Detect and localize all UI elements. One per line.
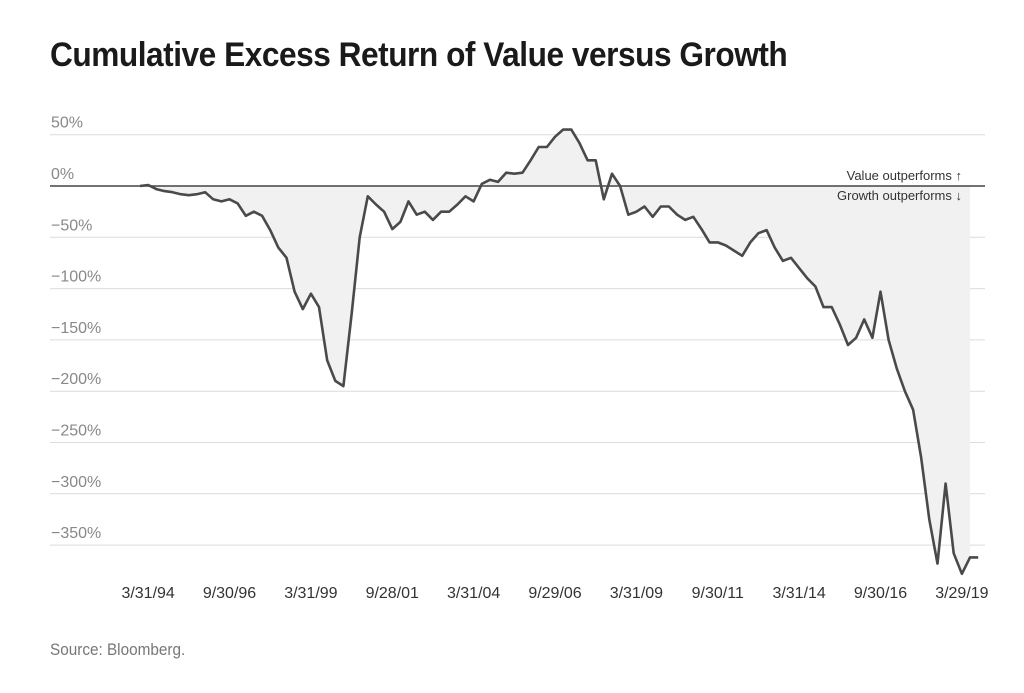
y-axis-ticks: 50% 0% −50% −100% −150% −200% −250% −300% −350% xyxy=(51,115,101,542)
x-tick-label: 9/30/16 xyxy=(854,585,907,602)
x-tick-label: 9/28/01 xyxy=(366,585,419,602)
x-tick-label: 3/31/14 xyxy=(772,585,825,602)
y-tick-label: −50% xyxy=(51,217,92,234)
annotation-value-outperforms: Value outperforms ↑ xyxy=(847,168,962,183)
x-tick-label: 3/31/99 xyxy=(284,585,337,602)
x-tick-label: 9/30/11 xyxy=(692,585,744,602)
chart-title: Cumulative Excess Return of Value versus… xyxy=(50,36,788,74)
x-axis-ticks: 3/31/94 9/30/96 3/31/99 9/28/01 3/31/04 9/29/… xyxy=(121,585,988,602)
y-tick-label: −150% xyxy=(51,320,101,337)
x-tick-label: 3/31/09 xyxy=(610,585,663,602)
x-tick-label: 3/31/94 xyxy=(121,585,174,602)
y-tick-label: −350% xyxy=(51,525,101,542)
x-tick-label: 9/30/96 xyxy=(203,585,256,602)
series-line xyxy=(139,128,979,576)
source-note: Source: Bloomberg. xyxy=(50,640,186,659)
annotation-growth-outperforms: Growth outperforms ↓ xyxy=(837,188,962,203)
y-tick-label: −200% xyxy=(51,371,101,388)
x-tick-label: 3/31/04 xyxy=(447,585,500,602)
y-tick-label: −300% xyxy=(51,474,101,491)
x-tick-label: 3/29/19 xyxy=(935,585,988,602)
y-tick-label: 0% xyxy=(51,166,74,183)
y-tick-label: −250% xyxy=(51,423,101,440)
y-tick-label: −100% xyxy=(51,269,101,286)
area-fill xyxy=(140,129,979,574)
y-tick-label: 50% xyxy=(51,115,83,132)
gridlines xyxy=(50,134,985,546)
x-tick-label: 9/29/06 xyxy=(528,585,581,602)
